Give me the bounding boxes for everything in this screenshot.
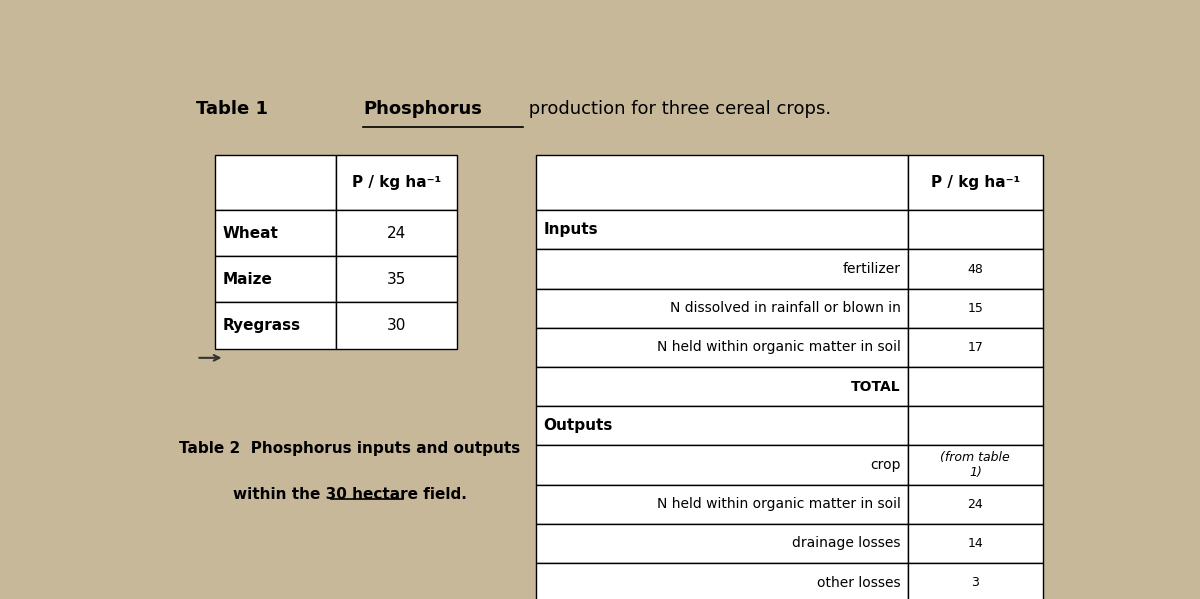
Text: TOTAL: TOTAL bbox=[851, 380, 900, 394]
Text: Wheat: Wheat bbox=[222, 226, 278, 241]
Text: Table 2  Phosphorus inputs and outputs: Table 2 Phosphorus inputs and outputs bbox=[179, 441, 521, 456]
Text: 30: 30 bbox=[386, 318, 406, 333]
Text: Phosphorus: Phosphorus bbox=[362, 99, 482, 117]
Text: 17: 17 bbox=[967, 341, 983, 354]
Text: N held within organic matter in soil: N held within organic matter in soil bbox=[656, 340, 900, 355]
FancyBboxPatch shape bbox=[536, 328, 908, 367]
FancyBboxPatch shape bbox=[536, 406, 908, 446]
FancyBboxPatch shape bbox=[908, 563, 1043, 599]
FancyBboxPatch shape bbox=[908, 406, 1043, 446]
FancyBboxPatch shape bbox=[536, 155, 908, 210]
Text: 14: 14 bbox=[967, 537, 983, 550]
Text: Table 1: Table 1 bbox=[197, 99, 275, 117]
FancyBboxPatch shape bbox=[908, 289, 1043, 328]
FancyBboxPatch shape bbox=[536, 485, 908, 524]
FancyBboxPatch shape bbox=[908, 155, 1043, 210]
Text: Outputs: Outputs bbox=[544, 418, 613, 433]
Text: Ryegrass: Ryegrass bbox=[222, 318, 301, 333]
Text: within the 30 hectare field.: within the 30 hectare field. bbox=[233, 487, 467, 502]
FancyBboxPatch shape bbox=[536, 446, 908, 485]
Text: N held within organic matter in soil: N held within organic matter in soil bbox=[656, 497, 900, 512]
FancyBboxPatch shape bbox=[536, 367, 908, 406]
Text: fertilizer: fertilizer bbox=[842, 262, 900, 276]
Text: 3: 3 bbox=[972, 576, 979, 589]
Text: 48: 48 bbox=[967, 262, 983, 276]
FancyBboxPatch shape bbox=[908, 446, 1043, 485]
Text: crop: crop bbox=[870, 458, 900, 472]
FancyBboxPatch shape bbox=[336, 302, 457, 349]
FancyBboxPatch shape bbox=[215, 256, 336, 302]
Text: N dissolved in rainfall or blown in: N dissolved in rainfall or blown in bbox=[670, 301, 900, 315]
FancyBboxPatch shape bbox=[536, 289, 908, 328]
FancyBboxPatch shape bbox=[215, 302, 336, 349]
Text: Inputs: Inputs bbox=[544, 222, 598, 237]
Text: production for three cereal crops.: production for three cereal crops. bbox=[523, 99, 832, 117]
FancyBboxPatch shape bbox=[215, 210, 336, 256]
FancyBboxPatch shape bbox=[536, 210, 908, 249]
FancyBboxPatch shape bbox=[336, 256, 457, 302]
FancyBboxPatch shape bbox=[908, 328, 1043, 367]
FancyBboxPatch shape bbox=[536, 249, 908, 289]
Text: other losses: other losses bbox=[817, 576, 900, 589]
FancyBboxPatch shape bbox=[536, 524, 908, 563]
Text: Maize: Maize bbox=[222, 272, 272, 287]
Text: drainage losses: drainage losses bbox=[792, 537, 900, 550]
Text: 24: 24 bbox=[967, 498, 983, 511]
Text: (from table
1): (from table 1) bbox=[941, 451, 1010, 479]
Text: 24: 24 bbox=[386, 226, 406, 241]
FancyBboxPatch shape bbox=[908, 249, 1043, 289]
Text: 15: 15 bbox=[967, 302, 983, 314]
FancyBboxPatch shape bbox=[908, 210, 1043, 249]
FancyBboxPatch shape bbox=[908, 485, 1043, 524]
Text: 35: 35 bbox=[386, 272, 406, 287]
FancyBboxPatch shape bbox=[336, 210, 457, 256]
FancyBboxPatch shape bbox=[908, 367, 1043, 406]
FancyBboxPatch shape bbox=[215, 155, 336, 210]
FancyBboxPatch shape bbox=[336, 155, 457, 210]
FancyBboxPatch shape bbox=[908, 524, 1043, 563]
FancyBboxPatch shape bbox=[536, 563, 908, 599]
Text: P / kg ha⁻¹: P / kg ha⁻¹ bbox=[352, 175, 442, 190]
Text: P / kg ha⁻¹: P / kg ha⁻¹ bbox=[931, 175, 1020, 190]
